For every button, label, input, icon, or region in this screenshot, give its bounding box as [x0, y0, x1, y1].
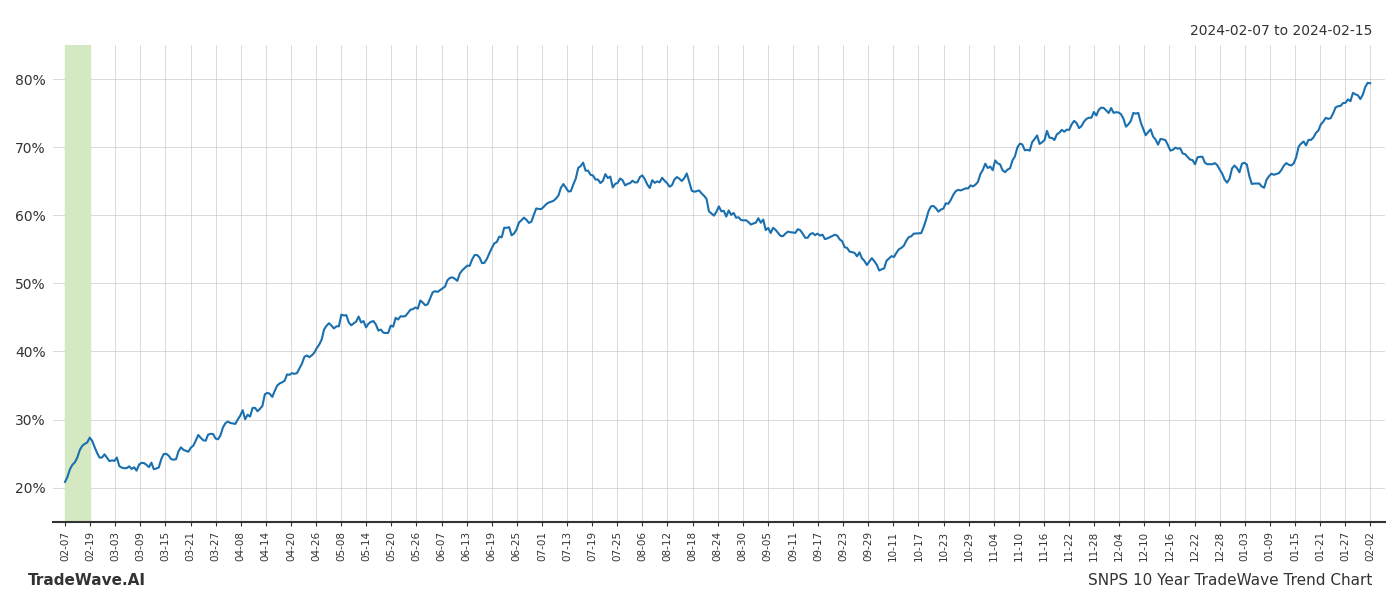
Text: 2024-02-07 to 2024-02-15: 2024-02-07 to 2024-02-15 — [1190, 24, 1372, 38]
Bar — [64, 45, 90, 522]
Text: SNPS 10 Year TradeWave Trend Chart: SNPS 10 Year TradeWave Trend Chart — [1088, 573, 1372, 588]
Text: TradeWave.AI: TradeWave.AI — [28, 573, 146, 588]
